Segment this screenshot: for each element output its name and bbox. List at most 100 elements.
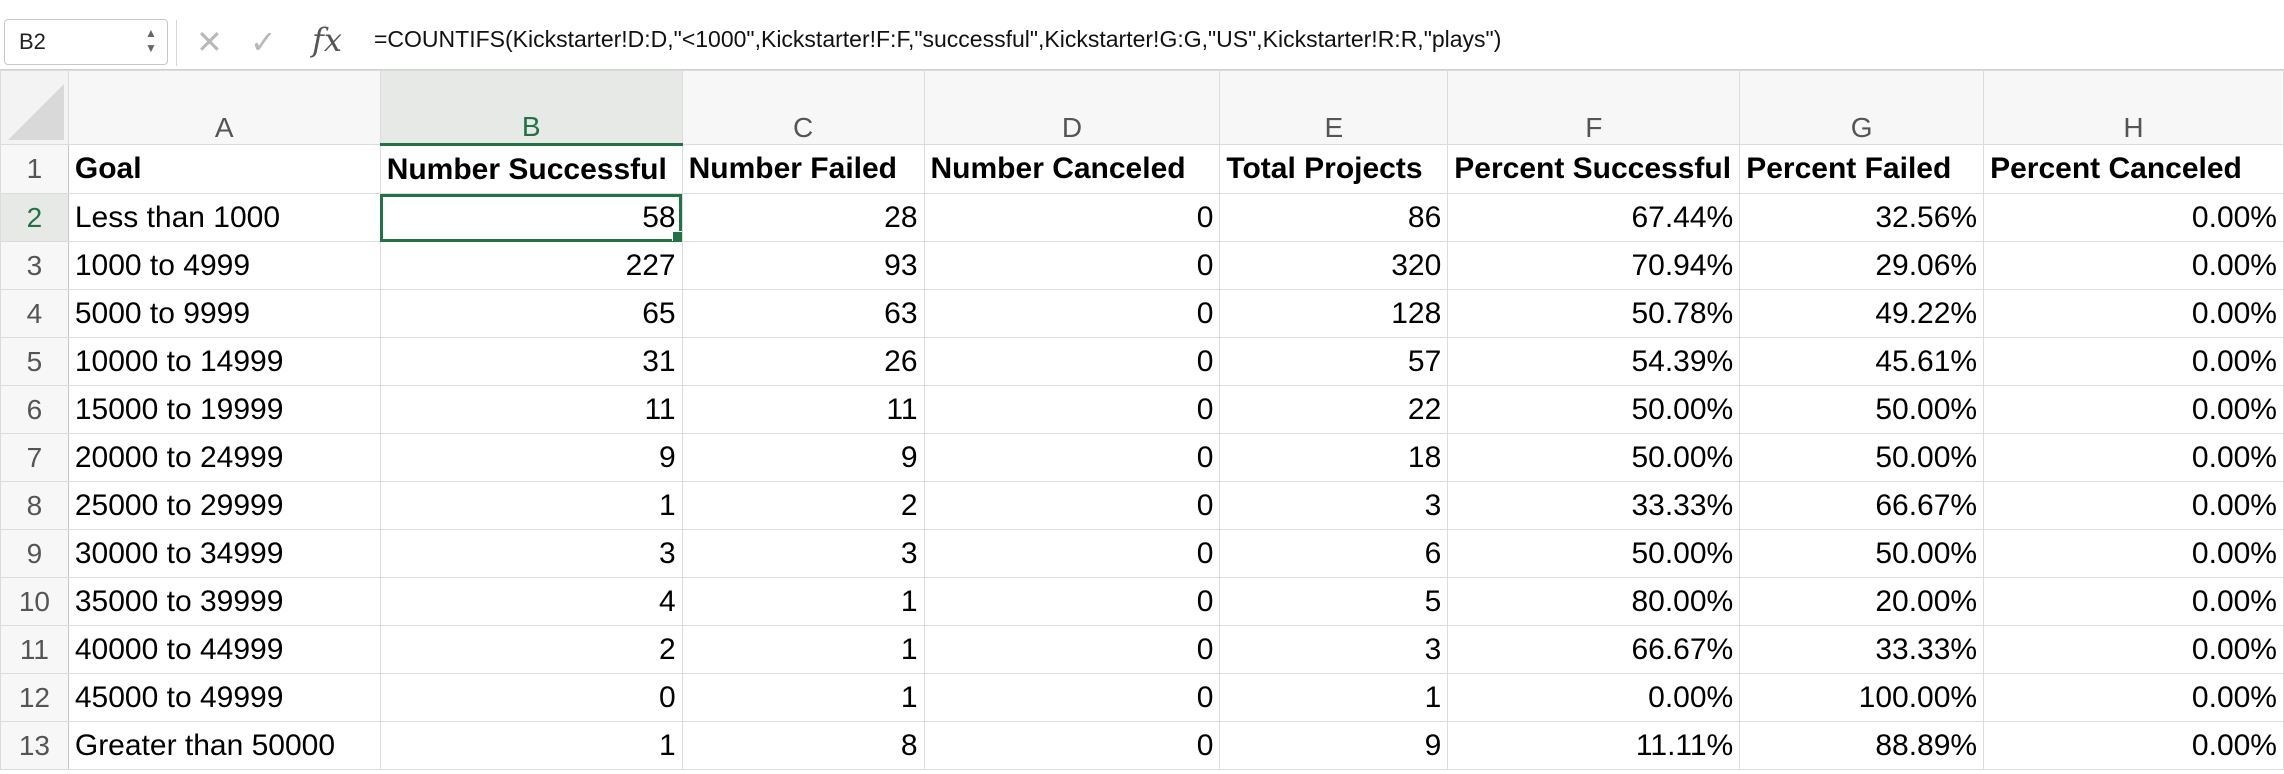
cell-e11[interactable]: 3 xyxy=(1219,625,1449,674)
cell-g2[interactable]: 32.56% xyxy=(1739,193,1985,242)
cell-a2[interactable]: Less than 1000 xyxy=(67,193,381,242)
cell-f3[interactable]: 70.94% xyxy=(1447,241,1741,290)
cell-b4[interactable]: 65 xyxy=(379,289,683,338)
cell-h4[interactable]: 0.00% xyxy=(1983,289,2284,338)
cell-b8[interactable]: 1 xyxy=(379,481,683,530)
cell-h2[interactable]: 0.00% xyxy=(1983,193,2284,242)
cell-a13[interactable]: Greater than 50000 xyxy=(67,721,381,770)
cell-d12[interactable]: 0 xyxy=(923,673,1221,722)
row-header[interactable]: 1 xyxy=(0,144,69,194)
cell-g13[interactable]: 88.89% xyxy=(1739,721,1985,770)
cell-h12[interactable]: 0.00% xyxy=(1983,673,2284,722)
cell-e9[interactable]: 6 xyxy=(1219,529,1449,578)
select-all-corner[interactable] xyxy=(0,70,69,145)
cell-d2[interactable]: 0 xyxy=(923,193,1221,242)
name-box[interactable]: B2 ▲ ▼ xyxy=(4,19,168,65)
cell-f8[interactable]: 33.33% xyxy=(1447,481,1741,530)
row-header[interactable]: 2 xyxy=(0,193,69,242)
cell-d13[interactable]: 0 xyxy=(923,721,1221,770)
row-header[interactable]: 3 xyxy=(0,241,69,290)
cell-f1[interactable]: Percent Successful xyxy=(1447,144,1741,194)
cell-b11[interactable]: 2 xyxy=(379,625,683,674)
cell-c6[interactable]: 11 xyxy=(681,385,925,434)
row-header[interactable]: 5 xyxy=(0,337,69,386)
cell-d9[interactable]: 0 xyxy=(923,529,1221,578)
row-header[interactable]: 10 xyxy=(0,577,69,626)
cell-d3[interactable]: 0 xyxy=(923,241,1221,290)
cell-c5[interactable]: 26 xyxy=(681,337,925,386)
cell-b6[interactable]: 11 xyxy=(379,385,683,434)
cell-c4[interactable]: 63 xyxy=(681,289,925,338)
cell-e12[interactable]: 1 xyxy=(1219,673,1449,722)
cell-a10[interactable]: 35000 to 39999 xyxy=(67,577,381,626)
cell-b5[interactable]: 31 xyxy=(379,337,683,386)
cell-d4[interactable]: 0 xyxy=(923,289,1221,338)
cell-g4[interactable]: 49.22% xyxy=(1739,289,1985,338)
cell-h7[interactable]: 0.00% xyxy=(1983,433,2284,482)
row-header[interactable]: 4 xyxy=(0,289,69,338)
enter-check-icon[interactable]: ✓ xyxy=(250,23,277,61)
cell-g1[interactable]: Percent Failed xyxy=(1739,144,1985,194)
cell-c7[interactable]: 9 xyxy=(681,433,925,482)
cell-a4[interactable]: 5000 to 9999 xyxy=(67,289,381,338)
cancel-x-icon[interactable]: ✕ xyxy=(196,23,223,61)
cell-a7[interactable]: 20000 to 24999 xyxy=(67,433,381,482)
cell-h5[interactable]: 0.00% xyxy=(1983,337,2284,386)
column-header-a[interactable]: A xyxy=(67,70,381,145)
cell-h6[interactable]: 0.00% xyxy=(1983,385,2284,434)
cell-h8[interactable]: 0.00% xyxy=(1983,481,2284,530)
fx-icon[interactable]: fx xyxy=(312,21,342,59)
cell-b2[interactable]: 58 xyxy=(379,193,683,242)
cell-f13[interactable]: 11.11% xyxy=(1447,721,1741,770)
cell-d10[interactable]: 0 xyxy=(923,577,1221,626)
column-header-d[interactable]: D xyxy=(923,70,1221,145)
cell-c1[interactable]: Number Failed xyxy=(681,144,925,194)
column-header-h[interactable]: H xyxy=(1983,70,2284,145)
cell-a3[interactable]: 1000 to 4999 xyxy=(67,241,381,290)
cell-a1[interactable]: Goal xyxy=(67,144,381,194)
cell-c3[interactable]: 93 xyxy=(681,241,925,290)
cell-a12[interactable]: 45000 to 49999 xyxy=(67,673,381,722)
cell-e1[interactable]: Total Projects xyxy=(1219,144,1449,194)
cell-f6[interactable]: 50.00% xyxy=(1447,385,1741,434)
column-header-g[interactable]: G xyxy=(1739,70,1985,145)
cell-d11[interactable]: 0 xyxy=(923,625,1221,674)
cell-a8[interactable]: 25000 to 29999 xyxy=(67,481,381,530)
cell-b3[interactable]: 227 xyxy=(379,241,683,290)
cell-d5[interactable]: 0 xyxy=(923,337,1221,386)
row-header[interactable]: 9 xyxy=(0,529,69,578)
cell-e6[interactable]: 22 xyxy=(1219,385,1449,434)
column-header-c[interactable]: C xyxy=(681,70,925,145)
cell-f5[interactable]: 54.39% xyxy=(1447,337,1741,386)
row-header[interactable]: 11 xyxy=(0,625,69,674)
cell-a11[interactable]: 40000 to 44999 xyxy=(67,625,381,674)
cell-b7[interactable]: 9 xyxy=(379,433,683,482)
cell-h11[interactable]: 0.00% xyxy=(1983,625,2284,674)
cell-e3[interactable]: 320 xyxy=(1219,241,1449,290)
row-header[interactable]: 6 xyxy=(0,385,69,434)
cell-e13[interactable]: 9 xyxy=(1219,721,1449,770)
cell-d1[interactable]: Number Canceled xyxy=(923,144,1221,194)
cell-f2[interactable]: 67.44% xyxy=(1447,193,1741,242)
cell-c2[interactable]: 28 xyxy=(681,193,925,242)
row-header[interactable]: 13 xyxy=(0,721,69,770)
cell-b12[interactable]: 0 xyxy=(379,673,683,722)
cell-h3[interactable]: 0.00% xyxy=(1983,241,2284,290)
formula-input[interactable]: =COUNTIFS(Kickstarter!D:D,"<1000",Kickst… xyxy=(374,26,1502,52)
cell-d8[interactable]: 0 xyxy=(923,481,1221,530)
fill-handle[interactable] xyxy=(671,231,682,241)
cell-b9[interactable]: 3 xyxy=(379,529,683,578)
cell-h9[interactable]: 0.00% xyxy=(1983,529,2284,578)
cell-h10[interactable]: 0.00% xyxy=(1983,577,2284,626)
cell-h13[interactable]: 0.00% xyxy=(1983,721,2284,770)
cell-a5[interactable]: 10000 to 14999 xyxy=(67,337,381,386)
column-header-e[interactable]: E xyxy=(1219,70,1449,145)
cell-f4[interactable]: 50.78% xyxy=(1447,289,1741,338)
cell-a9[interactable]: 30000 to 34999 xyxy=(67,529,381,578)
cell-e7[interactable]: 18 xyxy=(1219,433,1449,482)
cell-c11[interactable]: 1 xyxy=(681,625,925,674)
cell-g7[interactable]: 50.00% xyxy=(1739,433,1985,482)
cell-d7[interactable]: 0 xyxy=(923,433,1221,482)
cell-b1[interactable]: Number Successful xyxy=(379,144,683,194)
cell-b13[interactable]: 1 xyxy=(379,721,683,770)
